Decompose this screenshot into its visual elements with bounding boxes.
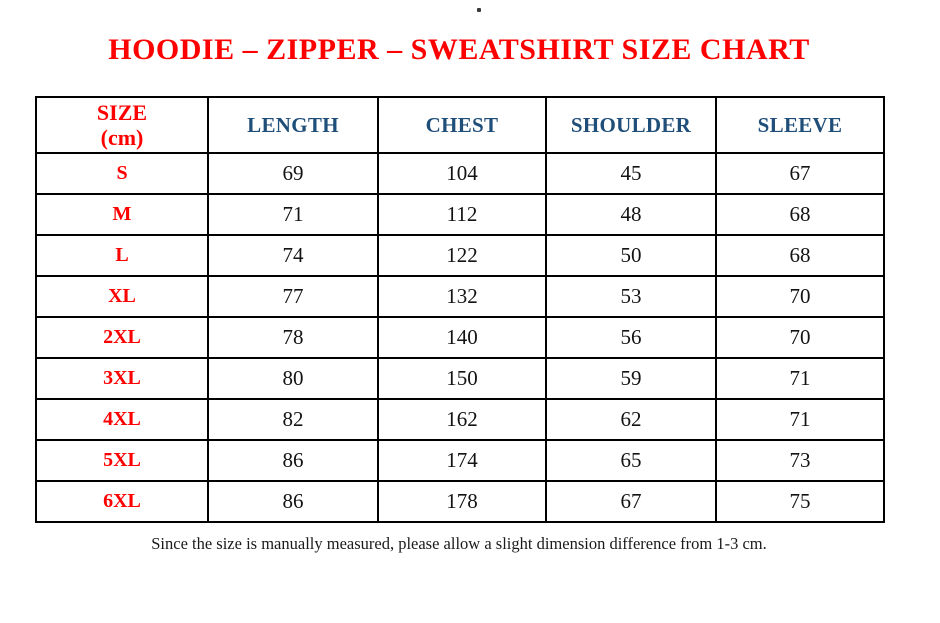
sleeve-cell: 68 <box>715 193 885 236</box>
chest-cell: 174 <box>377 439 547 482</box>
sleeve-cell: 75 <box>715 480 885 523</box>
length-cell: 82 <box>207 398 379 441</box>
chest-column-header: CHEST <box>377 96 547 154</box>
length-cell: 77 <box>207 275 379 318</box>
chest-cell: 122 <box>377 234 547 277</box>
shoulder-cell: 48 <box>545 193 717 236</box>
sleeve-column-header: SLEEVE <box>715 96 885 154</box>
shoulder-cell: 59 <box>545 357 717 400</box>
table-row: 2XL 78 140 56 70 <box>35 316 885 359</box>
table-row: XL 77 132 53 70 <box>35 275 885 318</box>
shoulder-cell: 62 <box>545 398 717 441</box>
size-cell: 3XL <box>35 357 209 400</box>
sleeve-cell: 70 <box>715 316 885 359</box>
chest-cell: 178 <box>377 480 547 523</box>
chest-cell: 162 <box>377 398 547 441</box>
table-row: 3XL 80 150 59 71 <box>35 357 885 400</box>
size-unit-label: (cm) <box>100 125 144 150</box>
sleeve-cell: 68 <box>715 234 885 277</box>
sleeve-cell: 70 <box>715 275 885 318</box>
length-cell: 78 <box>207 316 379 359</box>
sleeve-cell: 67 <box>715 152 885 195</box>
sleeve-cell: 71 <box>715 357 885 400</box>
length-cell: 80 <box>207 357 379 400</box>
size-cell: S <box>35 152 209 195</box>
shoulder-cell: 45 <box>545 152 717 195</box>
size-cell: 6XL <box>35 480 209 523</box>
table-row: M 71 112 48 68 <box>35 193 885 236</box>
size-column-header: SIZE (cm) <box>35 96 209 154</box>
length-cell: 86 <box>207 439 379 482</box>
length-cell: 71 <box>207 193 379 236</box>
length-cell: 74 <box>207 234 379 277</box>
chest-cell: 112 <box>377 193 547 236</box>
table-row: 6XL 86 178 67 75 <box>35 480 885 523</box>
sleeve-cell: 73 <box>715 439 885 482</box>
table-row: 4XL 82 162 62 71 <box>35 398 885 441</box>
shoulder-cell: 53 <box>545 275 717 318</box>
table-row: S 69 104 45 67 <box>35 152 885 195</box>
size-cell: 2XL <box>35 316 209 359</box>
size-cell: XL <box>35 275 209 318</box>
page-title: HOODIE – ZIPPER – SWEATSHIRT SIZE CHART <box>108 33 810 66</box>
shoulder-cell: 56 <box>545 316 717 359</box>
stray-dot <box>477 8 481 12</box>
shoulder-column-header: SHOULDER <box>545 96 717 154</box>
chest-cell: 150 <box>377 357 547 400</box>
size-cell: 5XL <box>35 439 209 482</box>
length-cell: 69 <box>207 152 379 195</box>
length-column-header: LENGTH <box>207 96 379 154</box>
chest-cell: 132 <box>377 275 547 318</box>
table-row: L 74 122 50 68 <box>35 234 885 277</box>
measurement-disclaimer: Since the size is manually measured, ple… <box>151 534 767 553</box>
size-cell: M <box>35 193 209 236</box>
size-label: SIZE <box>96 100 148 125</box>
size-cell: 4XL <box>35 398 209 441</box>
shoulder-cell: 65 <box>545 439 717 482</box>
size-cell: L <box>35 234 209 277</box>
shoulder-cell: 50 <box>545 234 717 277</box>
sleeve-cell: 71 <box>715 398 885 441</box>
chest-cell: 104 <box>377 152 547 195</box>
size-chart-table: SIZE (cm) LENGTH CHEST SHOULDER SLEEVE S… <box>35 96 885 523</box>
table-row: 5XL 86 174 65 73 <box>35 439 885 482</box>
shoulder-cell: 67 <box>545 480 717 523</box>
length-cell: 86 <box>207 480 379 523</box>
header-row: SIZE (cm) LENGTH CHEST SHOULDER SLEEVE <box>35 96 885 154</box>
chest-cell: 140 <box>377 316 547 359</box>
